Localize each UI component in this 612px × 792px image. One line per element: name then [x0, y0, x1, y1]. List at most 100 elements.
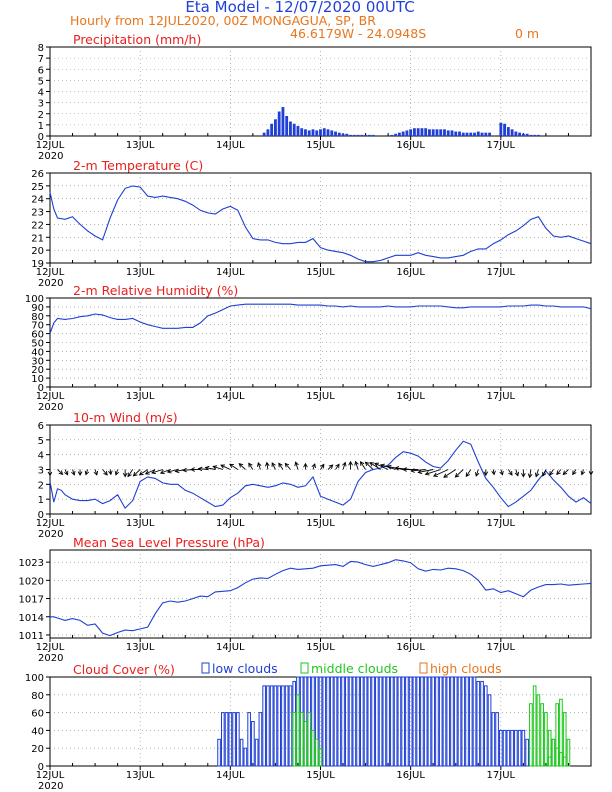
precip-bar	[446, 130, 450, 136]
wind-arrow	[72, 469, 75, 476]
wind-arrow-head	[284, 462, 290, 468]
wind-arrow	[455, 469, 464, 478]
precip-bar	[289, 121, 292, 136]
wind-arrow-head	[556, 470, 561, 476]
precip-bar	[518, 132, 522, 136]
y-tick-label: 6	[38, 421, 44, 432]
y-tick-label: 100	[25, 673, 44, 684]
wind-arrow	[94, 469, 98, 476]
y-tick-label: 80	[31, 312, 44, 323]
low-cloud-bar	[438, 676, 443, 767]
wind-arrow	[374, 462, 389, 470]
precip-bar	[307, 130, 311, 136]
x-tick-label: 15JUL	[306, 140, 335, 151]
low-cloud-bar	[232, 712, 236, 767]
precip-bar	[484, 132, 488, 136]
precip-bar	[435, 129, 439, 136]
precip-bar	[416, 128, 420, 136]
y-tick-label: 100	[25, 294, 44, 305]
low-cloud-bar	[243, 747, 248, 767]
wind-arrow-head	[174, 468, 180, 474]
low-cloud-bar	[450, 676, 454, 767]
wind-arrow	[556, 469, 562, 475]
low-cloud-bar	[386, 676, 390, 767]
low-cloud-bar	[408, 676, 413, 767]
y-tick-label: 90	[31, 303, 44, 314]
temp-line	[49, 185, 592, 263]
precip-bar	[405, 130, 409, 136]
low-cloud-bar	[457, 676, 462, 767]
y-tick-label: 2	[38, 480, 44, 491]
middle-cloud-bar	[296, 694, 300, 767]
panel-wind: 0 1 2 3 4 5 6 12JUL 13JUL 14JUL 15JUL 16JUL 17JUL 202…	[36, 410, 594, 540]
wind-arrow-head	[424, 471, 430, 476]
low-cloud-bar	[217, 738, 221, 767]
low-cloud-bar	[461, 676, 466, 767]
wind-line	[49, 440, 592, 509]
low-cloud-bar	[236, 712, 240, 767]
wind-arrow-head	[151, 469, 156, 475]
wind-arrow	[418, 469, 434, 473]
precip-bar	[292, 123, 296, 136]
wind-arrow-head	[182, 467, 188, 473]
precip-bar	[352, 134, 356, 136]
low-cloud-bar	[360, 676, 364, 767]
precip-bar	[371, 134, 375, 136]
wind-arrow	[257, 462, 261, 470]
y-tick-label: 1	[38, 495, 44, 506]
x-tick-label: 16JUL	[396, 642, 425, 653]
x-tick-label: 13JUL	[126, 391, 155, 402]
wind-arrow-head	[335, 463, 340, 469]
precip-bar	[296, 125, 300, 136]
wind-arrow-head	[521, 472, 526, 478]
panel-title: 2-m Temperature (C)	[73, 158, 203, 173]
wind-arrow-head	[238, 463, 244, 468]
wind-arrow-head	[499, 470, 504, 476]
y-tick-label: 3	[38, 466, 44, 477]
panel-title: 10-m Wind (m/s)	[73, 410, 178, 425]
middle-cloud-bar	[562, 712, 567, 767]
y-tick-label: 1017	[19, 595, 44, 606]
wind-arrow-head	[364, 461, 370, 467]
y-tick-label: 0	[38, 762, 44, 773]
x-tick-label: 14JUL	[216, 518, 245, 529]
wind-arrow	[572, 469, 577, 475]
y-tick-label: 60	[31, 709, 44, 720]
precip-bar	[360, 134, 364, 136]
low-cloud-bar	[521, 729, 526, 767]
wind-arrow-head	[491, 470, 496, 476]
wind-arrow	[139, 469, 148, 476]
low-cloud-bar	[397, 676, 402, 767]
precip-bar	[443, 129, 446, 136]
y-tick-label: 6	[38, 65, 44, 76]
y-tick-label: 70	[31, 321, 44, 332]
wind-arrow	[549, 469, 554, 476]
precip-bar	[285, 115, 289, 136]
low-cloud-bar	[262, 685, 266, 767]
low-cloud-bar	[453, 676, 458, 767]
wind-arrow-head	[294, 461, 299, 467]
legend-label-high: high clouds	[430, 661, 502, 676]
low-cloud-bar	[525, 738, 529, 767]
wind-arrow-head	[534, 472, 540, 478]
wind-arrow-head	[159, 469, 165, 475]
wind-arrow	[278, 463, 284, 470]
precip-bar	[461, 132, 465, 136]
low-cloud-bar	[348, 676, 353, 767]
precip-bar	[480, 132, 484, 136]
y-tick-label: 20	[31, 246, 44, 257]
middle-cloud-bar	[318, 747, 323, 767]
wind-arrow-head	[278, 462, 283, 468]
x-tick-label: 14JUL	[216, 267, 245, 278]
precip-bar	[454, 131, 458, 136]
precip-bar	[270, 123, 274, 136]
y-tick-label: 8	[38, 43, 44, 54]
precip-bar	[337, 132, 341, 136]
wind-arrow-head	[483, 471, 489, 477]
precip-bar	[458, 131, 461, 136]
precip-bar	[390, 134, 394, 136]
middle-cloud-bar	[307, 712, 312, 767]
low-cloud-bar	[367, 676, 372, 767]
low-cloud-bar	[322, 676, 327, 767]
